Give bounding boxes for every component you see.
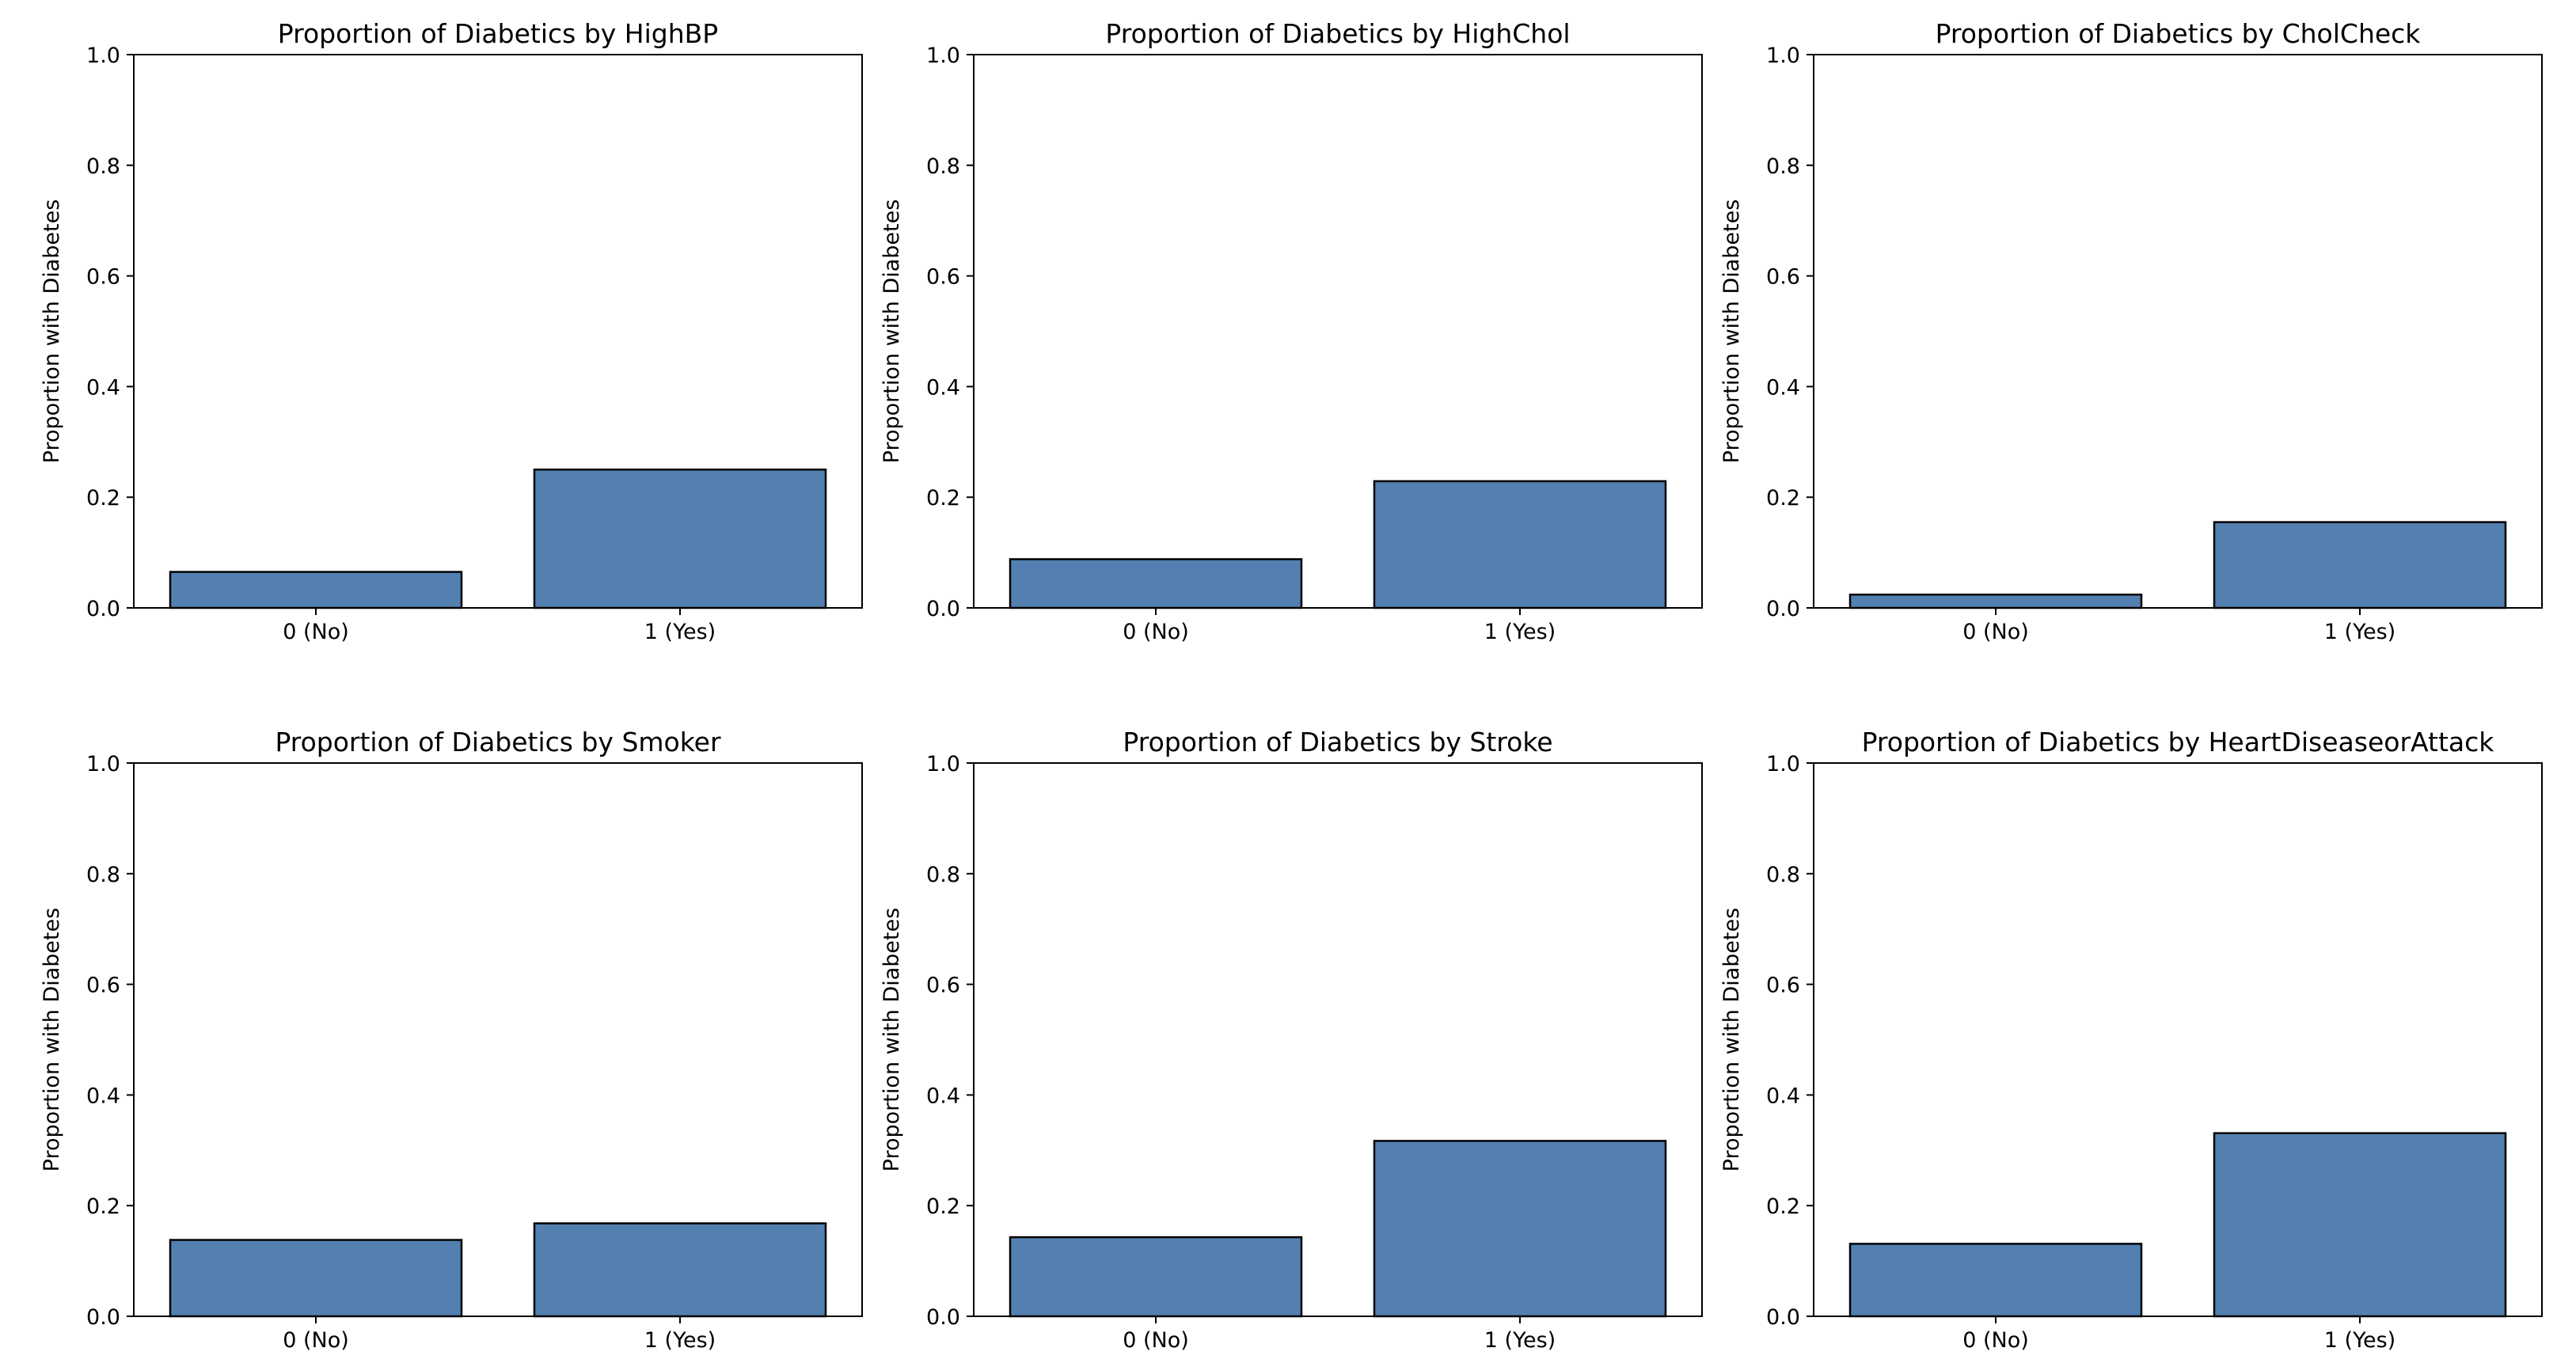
y-tick-label: 0.6 [1766, 265, 1800, 290]
y-axis-label: Proportion with Diabetes [1719, 908, 1744, 1172]
y-tick-label: 0.2 [86, 1194, 120, 1219]
bar-no [169, 1239, 463, 1318]
subplot-2: 0.0 0.2 0.4 0.6 0.8 1.0 0 (No) 1 (Yes) Proportio… [880, 18, 1703, 644]
subplot-4: 0.0 0.2 0.4 0.6 0.8 1.0 0 (No) 1 (Yes) Proportio… [40, 727, 863, 1353]
plot-frame [973, 762, 1703, 1317]
bar-no [1848, 1243, 2143, 1318]
y-tick-label: 0.0 [926, 597, 960, 621]
y-tick-label: 0.4 [1766, 375, 1800, 400]
y-axis-label: Proportion with Diabetes [880, 908, 904, 1172]
x-tick-label: 1 (Yes) [644, 1328, 716, 1353]
y-tick-label: 1.0 [926, 752, 960, 776]
y-axis-label: Proportion with Diabetes [880, 199, 904, 464]
bar-no [1848, 593, 2143, 609]
y-tick-label: 0.6 [926, 974, 960, 998]
bar-yes [2213, 1132, 2507, 1318]
y-tick-label: 0.2 [926, 486, 960, 511]
chart-title: Proportion of Diabetics by HeartDiseaseo… [1862, 727, 2495, 757]
y-tick-label: 0.4 [926, 375, 960, 400]
chart-title: Proportion of Diabetics by Stroke [1123, 727, 1552, 757]
y-tick-label: 0.8 [926, 863, 960, 887]
y-tick-label: 0.2 [86, 486, 120, 511]
chart-title: Proportion of Diabetics by HighBP [278, 18, 718, 49]
y-tick-label: 1.0 [1766, 44, 1800, 68]
x-tick-label: 0 (No) [1962, 620, 2029, 644]
y-axis-label: Proportion with Diabetes [40, 908, 64, 1172]
bar-yes [1373, 480, 1667, 609]
bar-yes [1373, 1140, 1667, 1318]
bar-no [169, 571, 463, 609]
chart-title: Proportion of Diabetics by HighChol [1105, 18, 1570, 49]
y-tick-label: 1.0 [86, 44, 120, 68]
bar-yes [2213, 521, 2507, 609]
y-tick-label: 0.0 [1766, 1305, 1800, 1330]
y-tick-label: 0.2 [1766, 486, 1800, 511]
x-tick-label: 0 (No) [283, 620, 349, 644]
subplot-1: 0.0 0.2 0.4 0.6 0.8 1.0 0 (No) 1 (Yes) Proportio… [40, 18, 863, 644]
y-tick-label: 0.4 [926, 1084, 960, 1108]
subplot-6: 0.0 0.2 0.4 0.6 0.8 1.0 0 (No) 1 (Yes) Proportio… [1719, 727, 2543, 1353]
bar-yes [533, 1222, 827, 1318]
y-tick-label: 1.0 [926, 44, 960, 68]
plot-frame [973, 54, 1703, 609]
plot-frame [1813, 54, 2543, 609]
y-tick-label: 0.2 [1766, 1194, 1800, 1219]
y-tick-label: 1.0 [86, 752, 120, 776]
bar-yes [533, 469, 827, 609]
y-axis-label: Proportion with Diabetes [1719, 199, 1744, 464]
plot-frame [133, 762, 863, 1317]
plot-frame [133, 54, 863, 609]
x-tick-label: 1 (Yes) [1484, 1328, 1556, 1353]
x-tick-label: 1 (Yes) [2324, 1328, 2396, 1353]
bar-no [1009, 1236, 1303, 1318]
y-tick-label: 0.4 [86, 375, 120, 400]
y-tick-label: 0.6 [926, 265, 960, 290]
y-tick-label: 0.8 [926, 154, 960, 179]
chart-title: Proportion of Diabetics by CholCheck [1936, 18, 2422, 49]
y-axis-label: Proportion with Diabetes [40, 199, 64, 464]
x-tick-label: 1 (Yes) [644, 620, 716, 644]
x-tick-label: 0 (No) [283, 1328, 349, 1353]
y-tick-label: 0.0 [926, 1305, 960, 1330]
y-tick-label: 0.0 [1766, 597, 1800, 621]
y-tick-label: 0.8 [86, 863, 120, 887]
x-tick-label: 0 (No) [1962, 1328, 2029, 1353]
x-tick-label: 1 (Yes) [1484, 620, 1556, 644]
subplot-3: 0.0 0.2 0.4 0.6 0.8 1.0 0 (No) 1 (Yes) Proportio… [1719, 18, 2543, 644]
y-tick-label: 0.6 [86, 265, 120, 290]
x-tick-label: 0 (No) [1123, 1328, 1189, 1353]
subplot-5: 0.0 0.2 0.4 0.6 0.8 1.0 0 (No) 1 (Yes) Proportio… [880, 727, 1703, 1353]
plot-frame [1813, 762, 2543, 1317]
y-tick-label: 0.0 [86, 1305, 120, 1330]
y-tick-label: 0.6 [86, 974, 120, 998]
x-tick-label: 0 (No) [1123, 620, 1189, 644]
chart-title: Proportion of Diabetics by Smoker [275, 727, 721, 757]
y-tick-label: 0.4 [86, 1084, 120, 1108]
y-tick-label: 0.8 [86, 154, 120, 179]
bar-no [1009, 558, 1303, 609]
y-tick-label: 0.2 [926, 1194, 960, 1219]
x-tick-label: 1 (Yes) [2324, 620, 2396, 644]
y-tick-label: 1.0 [1766, 752, 1800, 776]
y-tick-label: 0.0 [86, 597, 120, 621]
y-tick-label: 0.8 [1766, 863, 1800, 887]
y-tick-label: 0.4 [1766, 1084, 1800, 1108]
y-tick-label: 0.6 [1766, 974, 1800, 998]
y-tick-label: 0.8 [1766, 154, 1800, 179]
